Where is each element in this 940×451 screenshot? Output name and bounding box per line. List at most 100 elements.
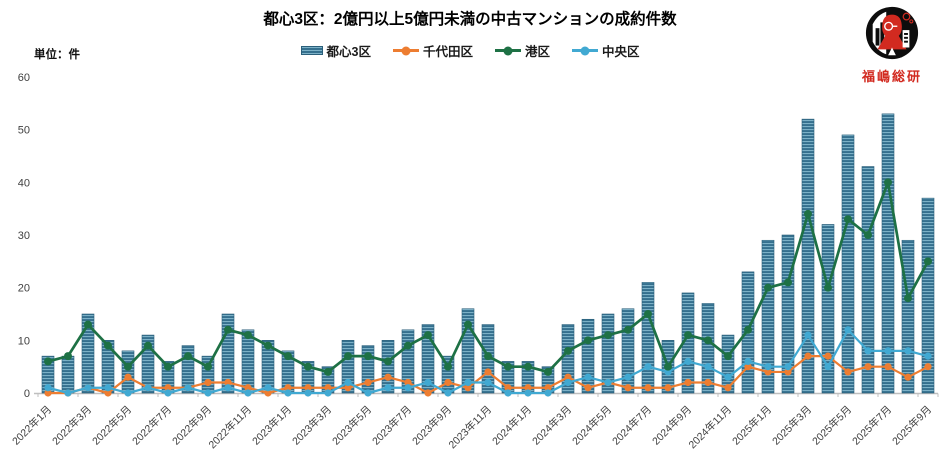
data-point — [264, 384, 272, 392]
x-tick-label: 2025年9月 — [889, 403, 934, 448]
data-point — [404, 378, 412, 387]
data-point — [464, 384, 472, 392]
data-point — [544, 389, 552, 397]
x-tick-label: 2023年11月 — [446, 403, 494, 451]
data-point — [504, 362, 512, 371]
data-point — [704, 378, 712, 387]
data-point — [284, 352, 292, 361]
x-tick-label: 2023年3月 — [289, 403, 334, 448]
bar — [701, 303, 715, 394]
data-point — [804, 209, 812, 218]
data-point — [744, 325, 752, 334]
data-point — [104, 389, 112, 397]
x-tick-label: 2024年11月 — [686, 403, 734, 451]
bar — [901, 239, 915, 394]
data-point — [64, 389, 72, 397]
data-point — [704, 336, 712, 345]
data-point — [164, 362, 172, 371]
data-point — [124, 362, 132, 371]
x-tick-label: 2023年1月 — [249, 403, 294, 448]
data-point — [844, 326, 852, 334]
data-point — [724, 373, 732, 381]
data-point — [404, 341, 412, 350]
data-point — [444, 362, 452, 371]
data-point — [524, 362, 532, 371]
data-point — [364, 378, 372, 387]
bar — [761, 239, 775, 394]
data-point — [344, 384, 352, 392]
data-point — [364, 389, 372, 397]
data-point — [844, 368, 852, 376]
data-point — [424, 389, 432, 397]
data-point — [384, 357, 392, 366]
data-point — [804, 331, 812, 339]
data-point — [764, 368, 772, 376]
data-point — [564, 378, 572, 387]
data-point — [204, 362, 212, 371]
company-logo-icon — [865, 6, 919, 60]
data-point — [924, 257, 932, 266]
data-point — [884, 178, 892, 187]
data-point — [804, 352, 812, 360]
y-axis-unit-label: 単位：件 — [34, 49, 80, 61]
bar — [861, 166, 875, 394]
legend-label: 千代田区 — [422, 45, 473, 59]
bar — [121, 350, 135, 394]
data-point — [204, 378, 212, 387]
y-tick-label: 30 — [18, 230, 30, 242]
bar — [581, 318, 595, 394]
x-tick-label: 2022年3月 — [49, 403, 94, 448]
data-point — [424, 378, 432, 387]
data-point — [744, 363, 752, 371]
data-point — [684, 331, 692, 340]
data-point — [824, 283, 832, 292]
x-tick-label: 2023年7月 — [369, 403, 414, 448]
y-tick-label: 60 — [18, 72, 30, 84]
data-point — [504, 389, 512, 397]
legend-line-swatch — [392, 46, 419, 55]
data-point — [484, 352, 492, 361]
data-point — [44, 384, 52, 392]
data-point — [864, 347, 872, 355]
data-point — [604, 331, 612, 340]
bar — [81, 313, 95, 394]
data-point — [604, 378, 612, 387]
data-point — [584, 373, 592, 381]
data-point — [404, 384, 412, 392]
data-point — [324, 367, 332, 376]
data-point — [784, 278, 792, 287]
data-point — [864, 231, 872, 239]
data-point — [884, 363, 892, 371]
x-tick-label: 2024年3月 — [529, 403, 574, 448]
y-tick-label: 50 — [18, 125, 30, 137]
data-point — [144, 384, 152, 392]
data-point — [304, 384, 312, 392]
data-point — [904, 373, 912, 381]
legend-label: 港区 — [524, 45, 550, 59]
data-point — [224, 378, 232, 387]
data-point — [444, 389, 452, 397]
bar — [821, 224, 835, 394]
data-point — [104, 384, 112, 392]
legend-item-0: 都心3区 — [300, 41, 371, 60]
legend-item-1: 千代田区 — [392, 41, 473, 60]
data-point — [844, 215, 852, 224]
y-tick-label: 40 — [18, 177, 30, 189]
data-point — [564, 373, 572, 381]
x-tick-label: 2023年5月 — [329, 403, 374, 448]
data-point — [324, 389, 332, 397]
x-tick-label: 2022年5月 — [89, 403, 134, 448]
x-tick-label: 2025年3月 — [769, 403, 814, 448]
data-point — [464, 320, 472, 329]
data-point — [644, 363, 652, 371]
data-point — [244, 384, 252, 392]
data-point — [744, 357, 752, 365]
data-point — [164, 389, 172, 397]
data-point — [324, 384, 332, 392]
data-point — [504, 384, 512, 392]
data-point — [484, 378, 492, 387]
data-point — [644, 384, 652, 392]
data-point — [364, 352, 372, 361]
bar — [921, 197, 935, 394]
chart-legend: 都心3区 千代田区 港区 中央区 — [0, 41, 940, 60]
